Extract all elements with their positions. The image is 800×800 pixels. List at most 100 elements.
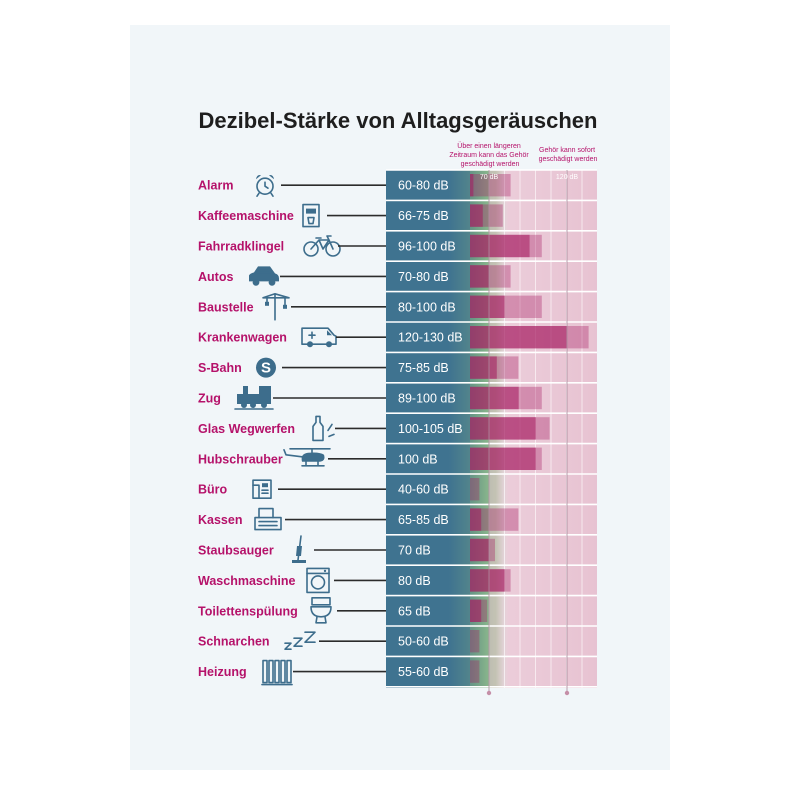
range-bar <box>470 174 474 197</box>
category-label: Glas Wegwerfen <box>198 422 295 436</box>
chart-row: Waschmaschine 80 dB <box>198 566 511 595</box>
value-label: 65 dB <box>398 604 431 618</box>
telephone-display <box>262 483 268 488</box>
value-label: 50-60 dB <box>398 635 449 649</box>
coffee-machine-panel <box>306 208 316 214</box>
value-cell <box>386 171 470 200</box>
zzz-letter-large <box>304 631 316 643</box>
value-cell <box>386 505 470 534</box>
ambulance-body <box>301 327 337 345</box>
value-label: 66-75 dB <box>398 209 449 223</box>
chart-row: Alarm 60-80 dB <box>198 171 511 200</box>
car-body <box>249 266 279 282</box>
zzz-letter-small <box>284 642 292 650</box>
annotation-immediate: Gehör kann sofort geschädigt werden <box>539 147 598 163</box>
value-label: 89-100 dB <box>398 392 456 406</box>
cash-register-icon <box>254 507 282 531</box>
washing-machine-knob <box>323 569 327 573</box>
range-bar-light <box>470 508 519 531</box>
train-icon <box>234 386 274 410</box>
cash-register-keys <box>258 520 278 527</box>
alarm-clock-feet <box>256 192 274 197</box>
category-label: Hubschrauber <box>198 452 283 466</box>
tick-label: 70 dB <box>480 174 499 181</box>
car-window <box>256 267 272 274</box>
threshold-dot <box>486 690 492 696</box>
category-label: Toilettenspülung <box>198 604 298 618</box>
alarm-clock-icon <box>256 175 274 197</box>
train-wheel <box>250 402 256 408</box>
glass-shards <box>327 423 335 438</box>
radiator-fin <box>280 659 286 684</box>
bottle-icon <box>312 415 335 442</box>
range-bar <box>470 599 482 622</box>
vacuum-cleaner-icon <box>292 535 306 563</box>
helicopter-cabin <box>301 452 325 462</box>
ambulance-wheel-rear <box>307 341 313 348</box>
chart-row: Heizung 55-60 dB <box>198 657 480 686</box>
value-cell <box>386 383 470 413</box>
car-icon <box>249 266 279 286</box>
range-bar <box>470 295 505 318</box>
chart-row: S-Bahn 75-85 dB S <box>198 353 519 382</box>
value-label: 96-100 dB <box>398 240 456 254</box>
value-cell <box>386 475 470 504</box>
category-label: Fahrradklingel <box>198 240 284 254</box>
chart-row: Krankenwagen 120-130 dB <box>198 323 589 352</box>
bicycle-wheel-rear <box>303 241 319 257</box>
zzz-letter-medium <box>293 637 303 647</box>
alarm-clock-bell-left <box>256 175 261 180</box>
category-label: Büro <box>198 483 228 497</box>
value-cell <box>386 292 470 321</box>
crane-icon <box>262 293 290 321</box>
range-bar <box>470 356 497 379</box>
value-label: 40-60 dB <box>398 483 449 497</box>
range-bar-light <box>470 630 480 653</box>
threshold-markers: 70 dB 120 dB <box>480 170 579 696</box>
value-cell <box>386 262 470 291</box>
value-cell <box>386 596 470 625</box>
train-wheel <box>261 402 267 408</box>
range-bar <box>470 569 505 592</box>
annotation-long-term-line-3: geschädigt werden <box>461 161 520 168</box>
category-label: Baustelle <box>198 300 254 314</box>
category-label: Kaffeemaschine <box>198 209 294 223</box>
chart-title: Dezibel-Stärke von Alltagsgeräuschen <box>199 108 598 133</box>
value-cell <box>386 231 470 261</box>
value-cell <box>386 444 470 473</box>
train-chimney <box>243 386 248 394</box>
value-label: 75-85 dB <box>398 361 449 375</box>
value-label: 60-80 dB <box>398 179 449 193</box>
value-cell <box>386 657 470 686</box>
coffee-cup <box>307 216 315 225</box>
value-cell <box>386 323 470 352</box>
helicopter-skids <box>301 461 325 467</box>
washing-machine-icon <box>306 567 330 594</box>
telephone-body <box>252 479 272 499</box>
crane-load <box>283 304 287 309</box>
value-label: 55-60 dB <box>398 665 449 679</box>
chart-row: Hubschrauber 100 dB <box>198 444 542 473</box>
ambulance-wheel-front <box>326 341 332 348</box>
chart-row: Baustelle 80-100 dB <box>198 292 542 321</box>
car-wheel-front <box>268 279 276 286</box>
value-label: 70 dB <box>398 544 431 558</box>
tick-label: 120 dB <box>556 174 579 181</box>
range-bar <box>470 386 519 410</box>
chart-row: Zug 89-100 dB <box>198 383 542 413</box>
washing-machine-body <box>306 567 330 594</box>
bicycle-wheel-front <box>325 241 341 257</box>
range-bar <box>470 508 482 531</box>
range-bar <box>470 326 567 349</box>
value-cell <box>386 566 470 595</box>
radiator-fin <box>274 659 280 684</box>
chart-row: Fahrradklingel 96-100 dB <box>198 231 542 261</box>
value-label: 80-100 dB <box>398 300 456 314</box>
chart-row: Kassen 65-85 dB <box>198 505 519 534</box>
crane-structure <box>262 293 290 321</box>
toilet-base <box>315 616 327 624</box>
radiator-fin <box>268 659 274 684</box>
value-cell <box>386 201 470 230</box>
alarm-clock-hands <box>264 181 269 189</box>
